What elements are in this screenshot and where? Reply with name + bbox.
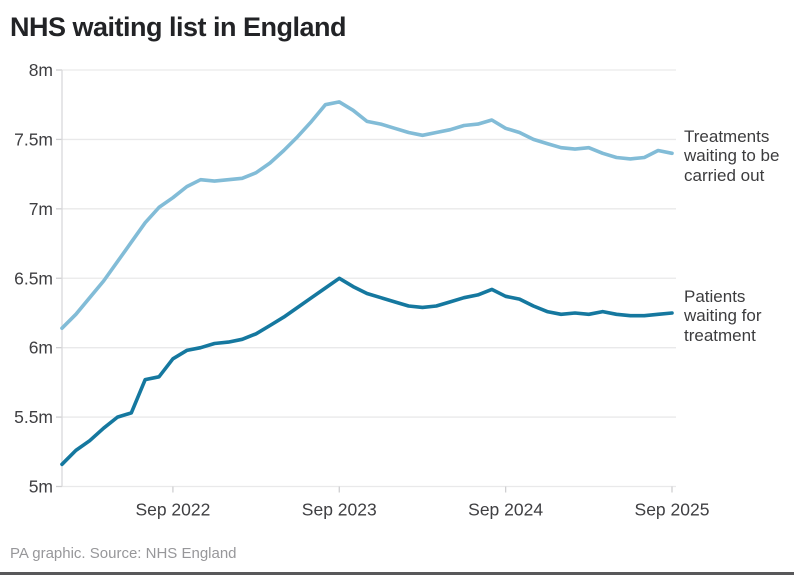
treatments-series-label: Treatments waiting to be carried out [684, 127, 780, 185]
y-tick-label: 7.5m [14, 129, 53, 149]
treatments-line [60, 100, 674, 331]
x-tick-label: Sep 2025 [635, 500, 710, 520]
patients-line [60, 276, 674, 467]
y-tick-label: 6m [29, 338, 53, 358]
patients-series-label: Patients waiting for treatment [684, 287, 762, 345]
source-credit: PA graphic. Source: NHS England [10, 545, 237, 562]
y-tick-label: 5.5m [14, 407, 53, 427]
page-title: NHS waiting list in England [10, 12, 347, 42]
x-tick-label: Sep 2023 [302, 500, 377, 520]
y-tick-label: 7m [29, 199, 53, 219]
y-tick-label: 5m [29, 477, 53, 497]
bottom-edge-bar [0, 572, 794, 575]
y-tick-label: 6.5m [14, 268, 53, 288]
x-tick-label: Sep 2022 [135, 500, 210, 520]
y-tick-label: 8m [29, 60, 53, 80]
x-tick-label: Sep 2024 [468, 500, 543, 520]
